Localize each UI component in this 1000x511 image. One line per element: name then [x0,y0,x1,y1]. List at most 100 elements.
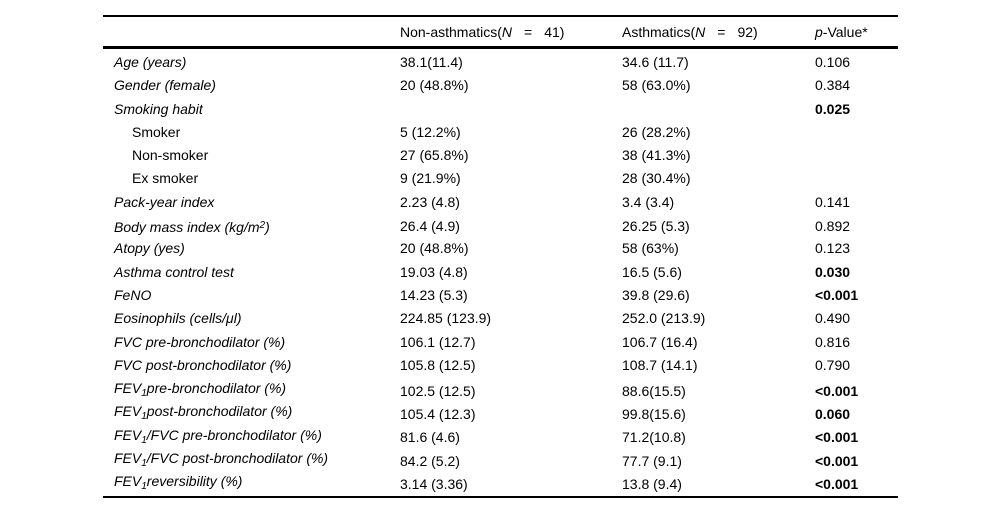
table-row: FEV1reversibility (%) 3.14 (3.36) 13.8 (… [103,470,898,493]
row-label: Asthma control test [103,261,400,284]
table-row: Asthma control test 19.03 (4.8) 16.5 (5.… [103,261,898,284]
row-label: Age (years) [103,51,400,74]
value-cell-asthmatics: 99.8(15.6) [622,405,686,422]
row-label: FEV1reversibility (%) [103,470,400,498]
value-cell-asthmatics: 26 (28.2%) [622,123,691,140]
p-symbol: p [815,23,823,40]
p-value-cell: 0.892 [815,218,851,235]
value-cell-nonasthmatics: 2.23 (4.8) [400,193,460,210]
equals-sign: = [717,23,726,40]
row-label-text: Gender (female) [114,77,216,94]
table-row: FEV1pre-bronchodilator (%) 102.5 (12.5) … [103,377,898,400]
row-label-text: Smoker [132,123,181,140]
row-label: FEV1post-bronchodilator (%) [103,400,400,428]
header-col-nonasthmatics: Non-asthmatics(N = 41) [400,24,622,40]
table-row: FEV1/FVC post-bronchodilator (%) 84.2 (5… [103,447,898,470]
table-row: Body mass index (kg/m2) 26.4 (4.9) 26.25… [103,214,898,237]
row-label-text: FEV [114,403,142,420]
p-value-cell: 0.106 [815,54,851,70]
value-cell-nonasthmatics: 106.1 (12.7) [400,333,476,350]
table-row: FeNO 14.23 (5.3) 39.8 (29.6) <0.001 [103,284,898,307]
value-cell-nonasthmatics: 102.5 (12.5) [400,382,476,399]
value-cell-asthmatics: 28 (30.4%) [622,170,691,187]
value-cell-asthmatics: 58 (63.0%) [622,77,691,94]
table-row: Ex smoker 9 (21.9%) 28 (30.4%) [103,167,898,190]
table-row: Age (years) 38.1(11.4) 34.6 (11.7) 0.106 [103,51,898,74]
header-nonasthmatics-text: Non-asthmatics( [400,23,502,40]
p-value-cell: <0.001 [815,429,859,446]
value-cell-nonasthmatics: 84.2 (5.2) [400,452,460,469]
p-value-cell: 0.384 [815,77,851,94]
row-label: Ex smoker [103,167,400,190]
row-label-text: 1 [141,434,147,446]
p-value-cell: <0.001 [815,452,859,469]
header-col-asthmatics: Asthmatics(N = 92) [622,24,815,40]
value-cell-asthmatics: 252.0 (213.9) [622,310,706,327]
p-value-cell: 0.141 [815,193,851,210]
row-label: FVC post-bronchodilator (%) [103,354,400,377]
row-label-text: Atopy (yes) [114,240,185,257]
row-label-text: ) [265,219,270,236]
value-cell-asthmatics: 38 (41.3%) [622,147,691,164]
row-label-text: reversibility (%) [146,473,243,490]
row-label-text: 2 [259,220,266,232]
value-cell-nonasthmatics: 5 (12.2%) [400,123,461,140]
table-header: Non-asthmatics(N = 41) Asthmatics(N = 92) p-… [103,17,898,49]
value-cell-asthmatics: 39.8 (29.6) [622,286,690,303]
value-cell-asthmatics: 16.5 (5.6) [622,263,682,280]
table-row: Pack-year index 2.23 (4.8) 3.4 (3.4) 0.1… [103,191,898,214]
row-label: FeNO [103,284,400,307]
value-cell-nonasthmatics: 81.6 (4.6) [400,429,460,446]
value-cell-nonasthmatics: 38.1(11.4) [400,54,463,70]
table-row: Atopy (yes) 20 (48.8%) 58 (63%) 0.123 [103,237,898,260]
row-label-text: Smoking habit [114,100,203,117]
value-cell-asthmatics: 88.6(15.5) [622,382,686,399]
row-label-text: pre-bronchodilator (%) [146,380,287,397]
table-row: FVC pre-bronchodilator (%) 106.1 (12.7) … [103,331,898,354]
value-cell-asthmatics: 13.8 (9.4) [622,475,682,492]
table-body: Age (years) 38.1(11.4) 34.6 (11.7) 0.106… [103,49,898,498]
value-cell-nonasthmatics: 14.23 (5.3) [400,286,468,303]
row-label-text: 1 [141,481,147,493]
row-label: Smoker [103,121,400,144]
row-label-text: Asthma control test [114,263,234,280]
row-label-text: FEV [114,380,142,397]
header-asthmatics-text: Asthmatics( [622,23,696,40]
value-cell-asthmatics: 108.7 (14.1) [622,356,698,373]
row-label: Eosinophils (cells/μl) [103,307,400,330]
header-pvalue-text: -Value* [822,23,868,40]
row-label-text: FEV [114,473,142,490]
row-label-text: /FVC post-bronchodilator (%) [146,450,329,467]
equals-sign: = [524,23,533,40]
value-cell-asthmatics: 58 (63%) [622,240,679,257]
row-label-text: Body mass index (kg/m [114,219,260,236]
header-n-symbol: N [695,23,706,40]
table-row: Gender (female) 20 (48.8%) 58 (63.0%) 0.… [103,74,898,97]
table-row: FVC post-bronchodilator (%) 105.8 (12.5)… [103,354,898,377]
row-label: Pack-year index [103,191,400,214]
header-asthmatics-count: 92) [737,23,758,40]
row-label-text: Ex smoker [132,170,199,187]
p-value-cell: 0.025 [815,100,851,117]
value-cell-nonasthmatics: 105.4 (12.3) [400,405,476,422]
value-cell-nonasthmatics: 26.4 (4.9) [400,218,460,235]
row-label: FEV1pre-bronchodilator (%) [103,377,400,405]
row-label: Smoking habit [103,98,400,121]
value-cell-nonasthmatics: 27 (65.8%) [400,147,469,164]
p-value-cell: <0.001 [815,286,859,303]
value-cell-asthmatics: 71.2(10.8) [622,429,686,446]
table-row: Eosinophils (cells/μl) 224.85 (123.9) 25… [103,307,898,330]
value-cell-nonasthmatics: 9 (21.9%) [400,170,461,187]
value-cell-nonasthmatics: 3.14 (3.36) [400,475,468,492]
row-label-text: 1 [141,458,147,470]
p-value-cell: 0.790 [815,356,851,373]
table-row: FEV1post-bronchodilator (%) 105.4 (12.3)… [103,400,898,423]
row-label-text: FEV [114,426,142,443]
row-label: Atopy (yes) [103,237,400,260]
value-cell-asthmatics: 26.25 (5.3) [622,218,690,235]
row-label-text: FVC post-bronchodilator (%) [114,356,292,373]
row-label: FEV1/FVC pre-bronchodilator (%) [103,424,400,452]
row-label-text: Pack-year index [114,193,215,210]
value-cell-nonasthmatics: 20 (48.8%) [400,240,469,257]
